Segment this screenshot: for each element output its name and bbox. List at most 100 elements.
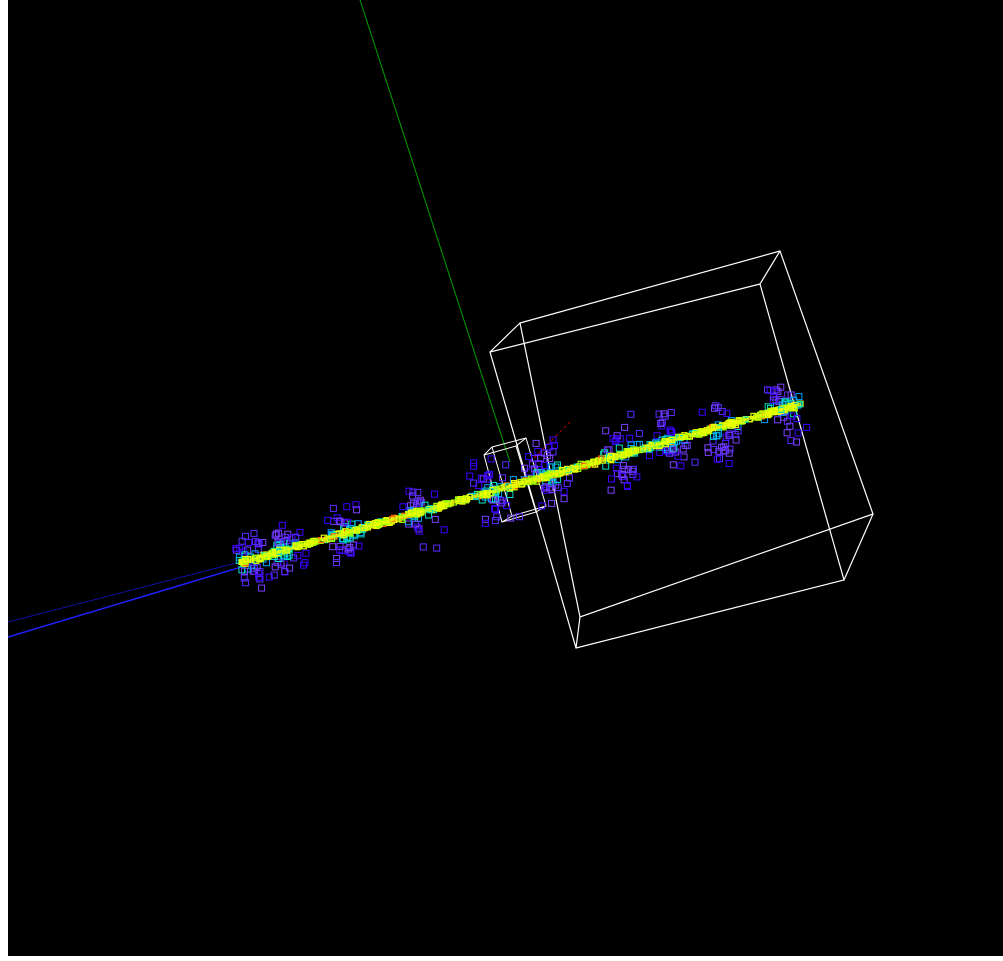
hit-marker	[284, 530, 292, 538]
hit-marker	[698, 408, 706, 416]
hit-marker	[713, 432, 721, 440]
hit-marker	[346, 543, 354, 551]
hit-marker	[783, 429, 791, 437]
y-axis-line	[359, 0, 511, 463]
hit-marker	[669, 461, 677, 469]
hit-marker	[531, 465, 539, 473]
event-display-scene[interactable]	[8, 0, 1003, 956]
hit-marker	[726, 430, 734, 438]
hit-marker	[288, 534, 296, 542]
hit-marker	[415, 527, 423, 535]
hit-marker	[525, 468, 533, 476]
hit-marker	[343, 503, 351, 511]
hit-marker	[440, 526, 448, 534]
hit-marker	[274, 529, 282, 537]
hit-marker	[716, 455, 723, 463]
hit-marker	[250, 529, 258, 537]
world-volume-back-face	[489, 283, 845, 649]
hit-marker	[566, 474, 573, 482]
hit-marker	[713, 455, 721, 463]
hit-marker	[481, 519, 489, 527]
hit-marker	[764, 386, 771, 394]
hit-marker	[657, 420, 665, 427]
hit-marker	[292, 533, 300, 541]
hit-marker	[300, 561, 307, 569]
hit-marker	[240, 548, 248, 556]
hit-marker	[653, 432, 661, 440]
track-layer	[238, 400, 804, 567]
hit-marker	[714, 404, 722, 411]
hit-marker	[475, 482, 483, 490]
hit-marker	[660, 410, 668, 418]
target-volume-edge	[515, 437, 527, 447]
hit-marker	[430, 490, 438, 498]
hit-marker	[344, 545, 352, 553]
hit-marker	[548, 499, 555, 507]
hit-marker	[532, 439, 540, 447]
hit-marker	[627, 410, 635, 418]
world-volume-edge	[575, 616, 581, 649]
hit-marker	[487, 455, 495, 463]
hit-marker	[794, 429, 802, 437]
hit-marker	[466, 472, 474, 480]
hit-marker	[677, 462, 685, 470]
hit-marker	[431, 515, 439, 523]
hit-marker	[552, 463, 560, 471]
hit-marker	[605, 446, 613, 454]
hit-marker	[563, 479, 571, 487]
hit-marker	[656, 448, 664, 456]
hit-marker	[350, 541, 358, 549]
hit-marker	[549, 448, 557, 456]
hit-marker	[265, 573, 273, 581]
hit-marker	[525, 453, 533, 461]
hit-marker	[710, 445, 718, 453]
hit-marker	[399, 503, 407, 511]
hit-marker	[251, 550, 259, 558]
hit-marker	[795, 393, 803, 401]
hit-marker	[670, 444, 678, 452]
world-volume-edge	[489, 322, 521, 353]
hit-marker	[516, 513, 523, 521]
hit-marker	[683, 441, 691, 449]
hit-marker	[242, 579, 250, 587]
hit-marker	[535, 460, 543, 468]
hit-marker	[255, 540, 263, 548]
hit-marker	[718, 443, 726, 451]
hit-marker	[770, 387, 778, 395]
hit-marker	[492, 505, 499, 513]
hit-marker	[486, 470, 494, 478]
hit-marker	[629, 465, 637, 473]
hit-marker	[232, 545, 240, 552]
hit-marker	[726, 445, 734, 453]
hit-marker	[787, 437, 795, 445]
hit-marker	[793, 415, 801, 423]
hit-marker	[409, 492, 417, 500]
3d-viewport[interactable]	[8, 0, 1003, 956]
hit-marker	[405, 487, 413, 495]
hit-marker	[538, 502, 546, 510]
hit-marker	[245, 538, 253, 546]
hit-marker	[336, 518, 344, 526]
hit-marker	[545, 443, 553, 451]
hit-marker	[541, 484, 549, 492]
hit-marker	[780, 413, 788, 421]
hit-marker	[271, 563, 279, 571]
hits-layer	[232, 383, 811, 592]
hit-marker	[602, 462, 610, 470]
hit-marker	[414, 488, 422, 496]
target-volume-edge	[501, 515, 513, 523]
hit-marker	[540, 462, 548, 469]
hit-marker	[413, 523, 421, 531]
z-axis-line	[8, 561, 259, 638]
hit-marker	[612, 464, 620, 472]
hit-marker	[272, 530, 280, 538]
hit-marker	[259, 539, 267, 546]
hit-marker	[240, 574, 248, 582]
hit-marker	[624, 465, 632, 473]
hit-marker	[607, 486, 615, 494]
hit-marker	[711, 404, 718, 412]
hit-marker	[772, 396, 780, 404]
hit-marker	[255, 573, 263, 581]
hit-marker	[333, 559, 340, 567]
hit-marker	[256, 575, 264, 583]
